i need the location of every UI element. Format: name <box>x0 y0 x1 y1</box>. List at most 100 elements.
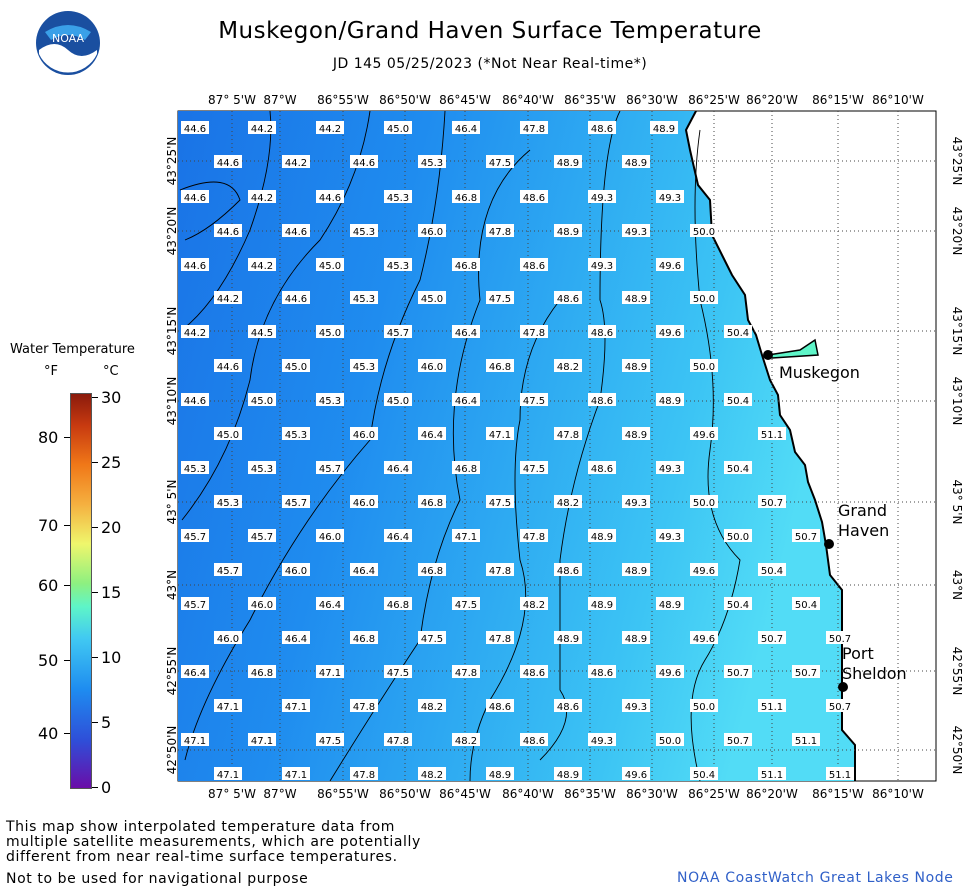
credit-text: NOAA CoastWatch Great Lakes Node <box>677 870 954 886</box>
legend-tick-mark <box>92 722 98 723</box>
temperature-label: 49.6 <box>659 328 681 339</box>
temperature-label-bg <box>588 393 616 406</box>
latitude-label-left: 43°20'N <box>165 207 179 256</box>
temperature-label: 46.4 <box>285 634 307 645</box>
longitude-label-top: 86°30'W <box>626 93 678 107</box>
legend-tick-mark <box>64 437 70 438</box>
temperature-label: 46.4 <box>353 566 375 577</box>
temperature-label: 46.0 <box>285 566 307 577</box>
temperature-label-bg <box>554 224 582 237</box>
temperature-label-bg <box>826 767 854 780</box>
temperature-label-bg <box>248 461 276 474</box>
temperature-label: 50.7 <box>727 736 749 747</box>
legend-unit-fahrenheit: °F <box>44 364 58 379</box>
legend-celsius-tick: 0 <box>101 778 112 797</box>
temperature-label-bg <box>452 733 480 746</box>
temperature-label: 48.6 <box>557 294 579 305</box>
temperature-label: 46.0 <box>251 600 273 611</box>
temperature-label: 47.8 <box>523 124 545 135</box>
temperature-label-bg <box>316 597 344 610</box>
temperature-label-bg <box>418 155 446 168</box>
temperature-label: 49.3 <box>625 702 647 713</box>
temperature-label-bg <box>418 427 446 440</box>
temperature-label: 44.6 <box>353 158 375 169</box>
temperature-label: 45.3 <box>217 498 239 509</box>
temperature-label-bg <box>282 631 310 644</box>
latitude-label-right: 43°25'N <box>950 137 964 186</box>
temperature-label-bg <box>282 563 310 576</box>
temperature-label-bg <box>792 597 820 610</box>
temperature-label-bg <box>656 325 684 338</box>
temperature-label-bg <box>181 461 209 474</box>
temperature-label: 50.0 <box>693 702 715 713</box>
longitude-label-top: 87° 5'W <box>208 93 256 107</box>
temperature-label-bg <box>588 529 616 542</box>
isotherm-contour <box>469 299 561 782</box>
temperature-label-bg <box>690 563 718 576</box>
temperature-label-bg <box>622 427 650 440</box>
temperature-label: 44.2 <box>217 294 239 305</box>
latitude-label-left: 42°55'N <box>165 647 179 696</box>
temperature-label: 45.3 <box>319 396 341 407</box>
temperature-label-bg <box>690 495 718 508</box>
temperature-label-bg <box>248 665 276 678</box>
temperature-label: 44.6 <box>217 362 239 373</box>
latitude-label-left: 43°25'N <box>165 137 179 186</box>
temperature-label-bg <box>384 393 412 406</box>
temperature-label: 49.3 <box>591 193 613 204</box>
temperature-label: 48.9 <box>625 634 647 645</box>
temperature-label-bg <box>214 495 242 508</box>
longitude-label-top: 87°W <box>263 93 296 107</box>
temperature-label: 48.2 <box>421 770 443 781</box>
city-label: Port Sheldon <box>842 644 907 683</box>
temperature-label-bg <box>181 529 209 542</box>
temperature-label-bg <box>520 393 548 406</box>
temperature-label: 48.6 <box>523 261 545 272</box>
temperature-label: 44.6 <box>285 294 307 305</box>
legend-tick-mark <box>92 397 98 398</box>
temperature-label: 47.5 <box>523 396 545 407</box>
longitude-label-top: 86°40'W <box>502 93 554 107</box>
latitude-label-left: 43° 5'N <box>165 480 179 525</box>
temperature-label-bg <box>588 121 616 134</box>
temperature-label-bg <box>588 733 616 746</box>
temperature-label-bg <box>248 733 276 746</box>
temperature-label-bg <box>350 495 378 508</box>
city-marker <box>838 682 848 692</box>
temperature-label-bg <box>418 359 446 372</box>
temperature-label: 49.3 <box>591 261 613 272</box>
latitude-label-right: 43°10'N <box>950 377 964 426</box>
legend-tick-mark <box>92 527 98 528</box>
temperature-label: 45.0 <box>387 396 409 407</box>
temperature-label: 46.4 <box>319 600 341 611</box>
temperature-label-bg <box>622 563 650 576</box>
legend-fahrenheit-tick: 40 <box>38 724 59 743</box>
legend-fahrenheit-tick: 80 <box>38 428 59 447</box>
temperature-label: 47.1 <box>251 736 273 747</box>
temperature-label-bg <box>316 190 344 203</box>
isotherm-contour <box>181 110 371 521</box>
temperature-label: 50.4 <box>795 600 817 611</box>
temperature-label: 50.4 <box>727 464 749 475</box>
temperature-label-bg <box>452 258 480 271</box>
temperature-label-bg <box>792 733 820 746</box>
temperature-label: 44.6 <box>184 261 206 272</box>
temperature-label-bg <box>826 699 854 712</box>
temperature-label: 48.9 <box>625 294 647 305</box>
temperature-label-bg <box>452 121 480 134</box>
temperature-label-bg <box>452 325 480 338</box>
temperature-label: 44.2 <box>251 261 273 272</box>
temperature-label-bg <box>316 733 344 746</box>
temperature-label-bg <box>418 224 446 237</box>
temperature-label: 45.7 <box>251 532 273 543</box>
temperature-label: 48.9 <box>557 634 579 645</box>
temperature-label: 50.4 <box>693 770 715 781</box>
temperature-label-bg <box>214 631 242 644</box>
temperature-label-bg <box>724 665 752 678</box>
temperature-label-bg <box>384 529 412 542</box>
temperature-label-bg <box>214 224 242 237</box>
temperature-label-bg <box>350 631 378 644</box>
temperature-label-bg <box>384 597 412 610</box>
coastline <box>684 110 856 781</box>
longitude-label-top: 86°55'W <box>317 93 369 107</box>
